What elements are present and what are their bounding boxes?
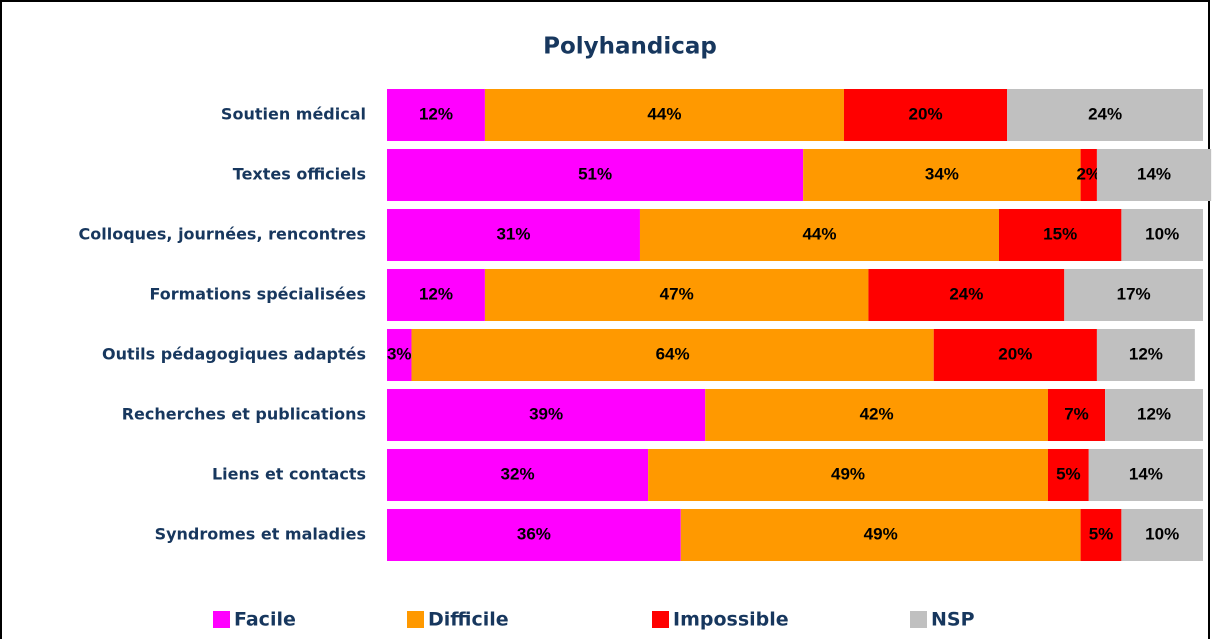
bar-segment	[1047, 449, 1089, 501]
data-label: 14%	[1129, 464, 1163, 483]
data-label: 5%	[1089, 524, 1114, 543]
data-label: 47%	[660, 284, 694, 303]
bar-segment	[387, 149, 804, 201]
data-label: 2%	[1076, 164, 1101, 183]
data-label: 49%	[864, 524, 898, 543]
data-label: 24%	[1088, 104, 1122, 123]
legend-swatch	[213, 611, 230, 628]
bar-segment	[387, 389, 706, 441]
bar-segment	[868, 269, 1065, 321]
bar-segment	[484, 89, 844, 141]
bar-segment	[387, 89, 485, 141]
bar-segment	[1088, 449, 1203, 501]
bar-segment	[1096, 329, 1195, 381]
data-label: 51%	[578, 164, 612, 183]
data-label: 20%	[909, 104, 943, 123]
bar-segment	[1096, 149, 1212, 201]
bar-segment	[1064, 269, 1203, 321]
bar-segment	[639, 209, 999, 261]
bar-segment	[705, 389, 1048, 441]
data-label: 3%	[387, 344, 412, 363]
bar-segment	[387, 449, 649, 501]
bar-segment	[411, 329, 934, 381]
bar-segment	[387, 209, 640, 261]
data-label: 12%	[1129, 344, 1163, 363]
bar-segment	[1080, 509, 1122, 561]
data-label: 14%	[1137, 164, 1171, 183]
bar-segment	[803, 149, 1081, 201]
legend-label: Facile	[234, 609, 296, 631]
data-label: 31%	[496, 224, 530, 243]
bar-segment	[648, 449, 1048, 501]
y-tick-label: Recherches et publications	[122, 405, 366, 424]
legend-swatch	[910, 611, 927, 628]
data-label: 15%	[1043, 224, 1077, 243]
bar-segment	[1047, 389, 1106, 441]
data-label: 24%	[949, 284, 983, 303]
chart-title: Polyhandicap	[543, 34, 717, 60]
legend-label: NSP	[931, 609, 975, 631]
data-label: 12%	[419, 284, 453, 303]
bar-segment	[843, 89, 1008, 141]
data-label: 20%	[998, 344, 1032, 363]
data-label: 44%	[802, 224, 836, 243]
data-label: 12%	[419, 104, 453, 123]
y-tick-label: Syndromes et maladies	[155, 525, 366, 544]
y-tick-label: Formations spécialisées	[149, 285, 366, 304]
bar-segment	[680, 509, 1081, 561]
data-label: 42%	[860, 404, 894, 423]
data-label: 17%	[1117, 284, 1151, 303]
data-label: 44%	[647, 104, 681, 123]
data-label: 10%	[1145, 524, 1179, 543]
legend-swatch	[407, 611, 424, 628]
data-label: 5%	[1056, 464, 1081, 483]
y-tick-label: Soutien médical	[221, 105, 366, 124]
y-tick-label: Liens et contacts	[212, 465, 366, 484]
y-tick-label: Textes officiels	[233, 165, 366, 184]
data-label: 49%	[831, 464, 865, 483]
bar-segment	[1080, 149, 1097, 201]
legend-swatch	[652, 611, 669, 628]
bar-segment	[387, 269, 485, 321]
bar-segment	[1105, 389, 1203, 441]
bar-segment	[1121, 509, 1203, 561]
y-tick-label: Outils pédagogiques adaptés	[102, 345, 366, 364]
data-label: 39%	[529, 404, 563, 423]
data-label: 34%	[925, 164, 959, 183]
data-label: 64%	[656, 344, 690, 363]
bar-segment	[1121, 209, 1203, 261]
legend-label: Impossible	[673, 609, 789, 631]
bar-segment	[1007, 89, 1203, 141]
y-tick-label: Colloques, journées, rencontres	[79, 225, 367, 244]
data-label: 12%	[1137, 404, 1171, 423]
bar-segment	[933, 329, 1097, 381]
legend-label: Difficile	[428, 609, 509, 631]
data-label: 10%	[1145, 224, 1179, 243]
data-label: 7%	[1064, 404, 1089, 423]
bar-segment	[999, 209, 1122, 261]
data-label: 36%	[517, 524, 551, 543]
bar-segment	[484, 269, 869, 321]
data-label: 32%	[501, 464, 535, 483]
bar-segment	[387, 329, 412, 381]
bar-segment	[387, 509, 681, 561]
